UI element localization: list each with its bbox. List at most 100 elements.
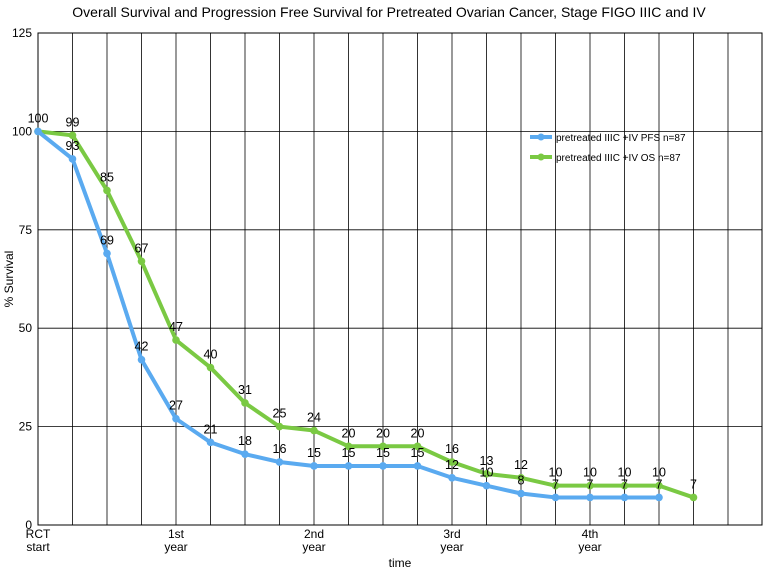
y-tick-label: 75 [19, 223, 33, 237]
data-point-pfs [413, 462, 422, 470]
chart-title: Overall Survival and Progression Free Su… [72, 4, 706, 20]
data-label-os: 7 [690, 477, 697, 491]
vertical-gridlines [72, 33, 729, 525]
data-label-pfs: 15 [411, 446, 425, 460]
data-point-pfs [241, 450, 249, 458]
data-label-os: 20 [342, 426, 356, 440]
data-point-pfs [137, 355, 146, 364]
data-label-pfs: 16 [273, 442, 287, 456]
data-point-os [379, 442, 387, 451]
data-label-os: 13 [480, 454, 494, 468]
data-labels: 93 69 42 27 21 18 16 15 15 15 15 12 10 8 7 7 7 7 100 99 85 67… [28, 111, 697, 491]
data-point-os [551, 481, 560, 490]
data-label-os: 10 [652, 466, 666, 480]
horizontal-gridlines [38, 130, 762, 428]
data-point-os [275, 422, 284, 431]
x-tick-label: 1st [168, 527, 185, 541]
data-point-os [103, 186, 111, 195]
y-axis-ticks: 0 25 50 75 100 125 [12, 26, 32, 532]
data-label-os: 10 [618, 466, 632, 480]
data-label-pfs: 69 [100, 233, 114, 247]
data-point-os [586, 481, 594, 490]
data-label-os: 20 [411, 426, 425, 440]
data-label-pfs: 7 [621, 477, 628, 491]
data-label-os: 10 [583, 466, 597, 480]
data-point-pfs [206, 438, 215, 447]
data-label-pfs: 7 [656, 477, 663, 491]
data-label-pfs: 15 [307, 446, 321, 460]
plot-area [37, 32, 763, 526]
x-tick-label: 3rd [443, 527, 460, 541]
x-tick-label: year [302, 540, 325, 554]
data-point-pfs [517, 489, 525, 498]
x-tick-label: RCT [26, 527, 51, 541]
legend-marker-pfs [537, 133, 545, 141]
x-tick-label: 4th [582, 527, 599, 541]
data-label-os: 67 [135, 241, 149, 255]
y-tick-label: 100 [12, 124, 32, 138]
series-line-os [36, 129, 696, 500]
data-point-os [448, 458, 456, 466]
legend-label-os: pretreated IIIC +IV OS n=87 [556, 153, 681, 164]
data-label-os: 85 [100, 170, 114, 184]
data-point-pfs [586, 493, 594, 502]
data-point-pfs [344, 462, 353, 470]
data-point-pfs [68, 155, 77, 163]
data-label-pfs: 93 [66, 139, 80, 153]
data-point-pfs [172, 414, 180, 423]
data-point-pfs [448, 473, 456, 482]
data-point-os [172, 336, 180, 344]
data-point-os [206, 363, 215, 372]
data-point-os [689, 493, 698, 502]
x-axis-title: time [389, 556, 412, 570]
legend-label-pfs: pretreated IIIC +IV PFS n=87 [556, 133, 686, 144]
data-label-os: 24 [307, 411, 321, 425]
data-label-pfs: 21 [204, 422, 218, 436]
data-label-os: 40 [204, 348, 218, 362]
data-label-os: 10 [549, 466, 563, 480]
y-tick-label: 50 [19, 321, 33, 335]
data-point-os [137, 257, 146, 266]
data-label-pfs: 18 [238, 434, 252, 448]
data-point-pfs [275, 458, 284, 466]
data-point-os [68, 131, 77, 140]
data-label-pfs: 7 [552, 477, 559, 491]
y-tick-label: 125 [12, 26, 32, 40]
data-point-pfs [34, 127, 42, 136]
x-tick-label: start [26, 540, 50, 554]
data-point-pfs [551, 493, 560, 502]
data-label-os: 31 [238, 383, 252, 397]
data-point-pfs [620, 493, 629, 502]
data-label-pfs: 27 [169, 399, 183, 413]
data-point-os [482, 470, 491, 478]
data-label-os: 47 [169, 320, 183, 334]
data-point-os [344, 442, 353, 451]
data-label-pfs: 10 [480, 466, 494, 480]
data-point-pfs [655, 493, 663, 502]
data-point-pfs [482, 481, 491, 490]
data-label-pfs: 12 [445, 458, 459, 472]
x-tick-label: 2nd [304, 527, 324, 541]
x-tick-label: year [578, 540, 601, 554]
legend: pretreated IIIC +IV PFS n=87 pretreated … [530, 133, 686, 164]
data-label-pfs: 42 [135, 340, 149, 354]
data-point-os [517, 473, 525, 482]
x-tick-label: year [440, 540, 463, 554]
data-label-pfs: 15 [376, 446, 390, 460]
data-label-os: 100 [28, 111, 49, 125]
data-label-os: 20 [376, 426, 390, 440]
y-tick-label: 0 [25, 518, 32, 532]
data-label-os: 12 [514, 458, 528, 472]
legend-marker-os [537, 153, 545, 161]
y-axis-title: % Survival [2, 251, 16, 308]
data-point-os [655, 481, 663, 490]
data-point-os [310, 426, 318, 435]
y-tick-label: 25 [19, 420, 33, 434]
data-point-os [620, 481, 629, 490]
data-point-os [241, 399, 249, 407]
data-label-os: 16 [445, 442, 459, 456]
data-label-pfs: 15 [342, 446, 356, 460]
x-tick-label: year [164, 540, 187, 554]
